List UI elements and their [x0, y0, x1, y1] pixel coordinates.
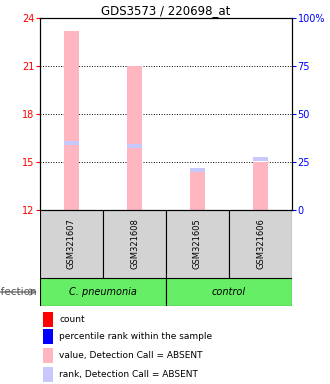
Bar: [103, 210, 166, 278]
Text: GSM321607: GSM321607: [67, 218, 76, 270]
Bar: [190, 168, 205, 172]
Text: infection: infection: [0, 287, 37, 297]
Bar: [190, 169, 205, 210]
Bar: [43, 312, 53, 327]
Bar: [253, 162, 268, 210]
Text: value, Detection Call = ABSENT: value, Detection Call = ABSENT: [59, 351, 203, 360]
Text: percentile rank within the sample: percentile rank within the sample: [59, 333, 213, 341]
Bar: [166, 278, 292, 306]
Bar: [229, 210, 292, 278]
Bar: [253, 157, 268, 161]
Text: C. pneumonia: C. pneumonia: [69, 287, 137, 297]
Bar: [43, 329, 53, 344]
Bar: [127, 144, 142, 148]
Text: GSM321606: GSM321606: [256, 218, 265, 270]
Text: control: control: [212, 287, 246, 297]
Bar: [166, 210, 229, 278]
Bar: [40, 278, 166, 306]
Text: rank, Detection Call = ABSENT: rank, Detection Call = ABSENT: [59, 371, 198, 379]
Bar: [127, 66, 142, 210]
Text: GSM321608: GSM321608: [130, 218, 139, 270]
Bar: [64, 141, 80, 145]
Bar: [43, 348, 53, 363]
Bar: [64, 31, 80, 210]
Bar: [40, 210, 103, 278]
Title: GDS3573 / 220698_at: GDS3573 / 220698_at: [101, 4, 231, 17]
Text: GSM321605: GSM321605: [193, 218, 202, 269]
Bar: [43, 367, 53, 382]
Text: count: count: [59, 315, 85, 324]
